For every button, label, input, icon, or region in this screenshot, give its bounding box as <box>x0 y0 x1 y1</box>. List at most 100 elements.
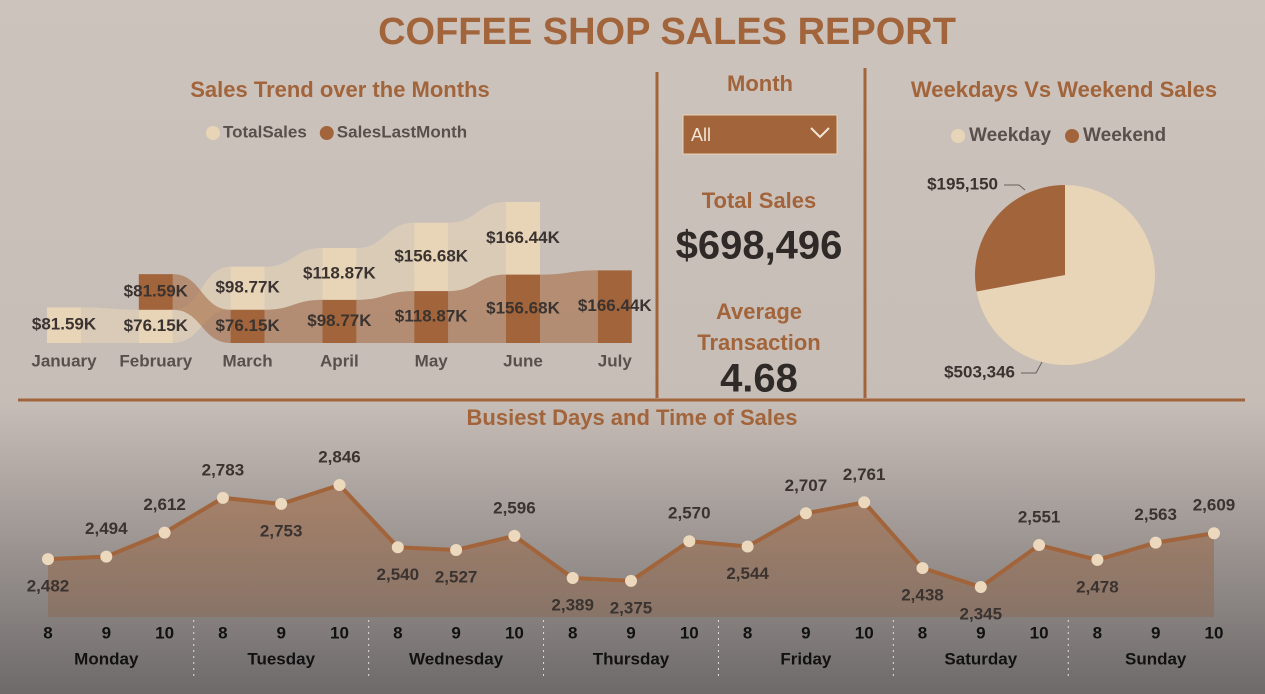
data-label: $156.68K <box>394 246 468 265</box>
x-tick-label: May <box>415 351 449 370</box>
x-tick-label: 8 <box>568 623 577 642</box>
x-tick-label: 10 <box>330 623 349 642</box>
data-label: 2,783 <box>202 460 245 479</box>
point <box>391 541 404 554</box>
data-label: $166.44K <box>486 228 560 247</box>
x-group-label: Saturday <box>944 649 1017 668</box>
x-group-label: Monday <box>74 649 139 668</box>
report-title: COFFEE SHOP SALES REPORT <box>378 11 956 53</box>
legend-label: Weekend <box>1083 125 1166 146</box>
x-tick-label: 8 <box>218 623 227 642</box>
point <box>333 479 346 491</box>
slicer-value[interactable]: All <box>691 125 711 145</box>
point <box>508 529 521 542</box>
data-label: 2,375 <box>610 598 653 617</box>
point <box>1149 536 1162 549</box>
slicer-label: Month <box>727 71 793 96</box>
x-tick-label: 10 <box>680 623 699 642</box>
x-tick-label: March <box>223 351 273 370</box>
data-label: 2,753 <box>260 521 303 540</box>
x-tick-label: 10 <box>1030 623 1049 642</box>
ribbon-bar <box>230 309 265 343</box>
x-tick-label: 9 <box>801 623 810 642</box>
ribbon <box>264 248 323 310</box>
chart-title: Sales Trend over the Months <box>190 77 490 102</box>
data-label: 2,707 <box>785 476 828 495</box>
point <box>566 572 579 585</box>
data-label: $98.77K <box>215 278 280 297</box>
kpi-label: Average Transaction <box>697 299 821 355</box>
ribbon-bar <box>597 270 632 343</box>
leader-line <box>1004 184 1026 191</box>
data-label: 2,540 <box>377 565 420 584</box>
slicer-box[interactable] <box>682 114 838 155</box>
data-label: 2,596 <box>493 498 536 517</box>
x-tick-label: 8 <box>393 623 402 642</box>
pie-slice <box>976 185 1155 365</box>
ribbon-bar <box>230 266 265 310</box>
data-label: 2,761 <box>843 465 886 484</box>
legend-label: TotalSales <box>223 122 307 141</box>
data-label: 2,846 <box>318 447 361 466</box>
data-label: $166.44K <box>578 296 652 315</box>
x-tick-label: April <box>320 351 359 370</box>
data-label: $81.59K <box>124 281 189 300</box>
point <box>683 535 696 548</box>
data-label: 2,563 <box>1134 505 1177 524</box>
legend-label: Weekday <box>969 125 1051 146</box>
kpi-label-box: Average Transaction <box>697 299 821 355</box>
x-tick-label: 8 <box>43 623 52 642</box>
ribbon-bar <box>47 307 81 343</box>
legend-marker <box>951 129 965 143</box>
data-label: $156.68K <box>486 298 560 317</box>
ribbon-bar <box>506 274 540 343</box>
point <box>216 491 229 504</box>
data-label: $118.87K <box>395 307 469 326</box>
data-label: $503,346 <box>944 362 1015 381</box>
legend-label: SalesLastMonth <box>337 122 467 141</box>
ribbon <box>448 202 506 292</box>
x-tick-label: February <box>119 351 192 370</box>
slicer[interactable]: All <box>682 114 838 155</box>
ribbon <box>448 274 506 343</box>
legend-marker <box>1065 129 1080 143</box>
data-label: 2,438 <box>901 586 944 605</box>
x-tick-label: 10 <box>1205 623 1224 642</box>
point <box>450 543 463 556</box>
x-tick-label: 9 <box>102 623 111 642</box>
ribbon <box>81 307 139 343</box>
x-tick-label: 9 <box>451 623 460 642</box>
point <box>741 540 754 553</box>
x-tick-label: 9 <box>1151 623 1160 642</box>
point <box>858 496 871 509</box>
x-tick-label: July <box>598 351 633 370</box>
data-label: 2,609 <box>1193 496 1236 515</box>
x-group-label: Tuesday <box>247 649 315 668</box>
kpi-label: Total Sales <box>702 188 817 213</box>
data-label: 2,544 <box>726 564 769 583</box>
ribbon <box>356 222 415 300</box>
data-label: 2,389 <box>551 596 594 615</box>
x-group-label: Sunday <box>1125 649 1187 668</box>
x-group-label: Wednesday <box>409 649 504 668</box>
x-tick-label: 9 <box>626 623 635 642</box>
data-label: $195,150 <box>927 174 998 193</box>
data-label: $76.15K <box>124 316 189 335</box>
chart-title: Busiest Days and Time of Sales <box>467 405 798 430</box>
point <box>100 550 113 563</box>
x-tick-label: 8 <box>743 623 752 642</box>
legend-marker <box>206 126 220 140</box>
ribbon-bar <box>322 248 357 300</box>
point <box>799 507 812 520</box>
ribbon-bar <box>506 202 540 275</box>
point <box>1033 539 1046 552</box>
point <box>974 581 987 593</box>
chevron[interactable] <box>810 127 830 139</box>
x-tick-label: 9 <box>276 623 285 642</box>
x-tick-label: 10 <box>505 623 524 642</box>
chart-title: Weekdays Vs Weekend Sales <box>911 77 1217 102</box>
legend-marker <box>319 126 334 140</box>
data-label: 2,570 <box>668 504 711 523</box>
ribbon <box>264 299 323 343</box>
